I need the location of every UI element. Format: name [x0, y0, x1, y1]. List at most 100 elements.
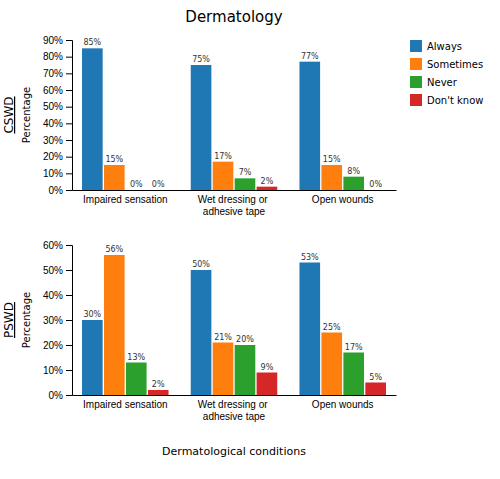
bar [191, 270, 212, 395]
chart: 85%75%77%15%17%15%0%7%8%0%2%0%0%10%20%30… [0, 0, 500, 479]
data-label: 53% [301, 253, 319, 262]
bar [213, 162, 234, 190]
bar [321, 165, 342, 190]
bar [213, 343, 234, 396]
bar [82, 320, 103, 395]
annotation: CSWD [2, 96, 16, 133]
data-label: 77% [301, 52, 319, 61]
tick: 20% [43, 340, 72, 351]
data-label: 0% [369, 180, 382, 189]
tick-mark [66, 123, 72, 124]
tick-mark [66, 270, 72, 271]
tick-label-line: Wet dressing or [198, 194, 271, 205]
x-axis: Impaired sensation Wet dressing or adhesi… [73, 190, 397, 217]
tick-label: 80% [43, 51, 63, 62]
title: Dermatology [185, 8, 282, 26]
tick: 40% [43, 118, 72, 129]
tick: 50% [43, 265, 72, 276]
axis-line [66, 41, 73, 191]
bar [235, 178, 256, 190]
plot: 30%50%53%56%21%25%13%20%17%2%9%5%0%10%20… [43, 240, 397, 422]
tick-mark [66, 190, 72, 191]
tick-label-line: adhesive tape [203, 206, 266, 217]
bar [299, 62, 320, 190]
legend-item: Always [410, 40, 462, 52]
legend-item: Never [410, 76, 458, 88]
tick: Open wounds [312, 395, 374, 410]
tick-label: 0% [49, 185, 64, 196]
tick-label: Open wounds [312, 399, 374, 410]
tick-mark [66, 107, 72, 108]
data-label: 17% [345, 343, 363, 352]
tick-label: Wet dressing or adhesive tape [198, 399, 271, 422]
legend-swatch [410, 40, 422, 52]
tick: Impaired sensation [83, 395, 168, 410]
tick-mark [66, 57, 72, 58]
bar [148, 390, 169, 395]
bar [365, 190, 386, 191]
tick-mark [66, 173, 72, 174]
bars [82, 255, 386, 395]
y-axis: 0%10%20%30%40%50%60% [43, 240, 73, 401]
data-label: 30% [83, 310, 101, 319]
tick: Impaired sensation [83, 190, 168, 205]
tick-mark [66, 395, 72, 396]
bar [104, 255, 125, 395]
bar [343, 177, 364, 190]
tick: 20% [43, 151, 72, 162]
tick: 70% [43, 68, 72, 79]
tick-mark [66, 245, 72, 246]
x-axis: Impaired sensation Wet dressing or adhesi… [73, 395, 397, 422]
bar [191, 65, 212, 190]
tick-mark [66, 140, 72, 141]
tick-label: 40% [43, 118, 63, 129]
tick-label-line: Open wounds [312, 194, 374, 205]
legend-swatch [410, 94, 422, 106]
tick-label: 0% [49, 390, 64, 401]
legend-label: Sometimes [427, 59, 483, 70]
tick-mark [66, 157, 72, 158]
tick-label-line: Impaired sensation [83, 194, 168, 205]
bar [299, 263, 320, 396]
tick: Open wounds [312, 190, 374, 205]
bar [235, 345, 256, 395]
data-label: 56% [105, 245, 123, 254]
bar [257, 187, 278, 190]
tick-label-line: Open wounds [312, 399, 374, 410]
tick-mark [66, 40, 72, 41]
tick-label: 50% [43, 265, 63, 276]
tick: Wet dressing or adhesive tape [198, 190, 271, 217]
data-label: 2% [261, 177, 274, 186]
data-label: 15% [105, 155, 123, 164]
tick-label: 30% [43, 315, 63, 326]
bar [365, 383, 386, 396]
bar [126, 190, 147, 191]
tick-mark [66, 90, 72, 91]
tick-label: 40% [43, 290, 63, 301]
data-labels: 30%50%53%56%21%25%13%20%17%2%9%5% [83, 245, 382, 389]
tick-label: 60% [43, 85, 63, 96]
data-label: 5% [369, 373, 382, 382]
legend-swatch [410, 58, 422, 70]
tick-mark [66, 73, 72, 74]
tick: 10% [43, 365, 72, 376]
tick-label: 10% [43, 365, 63, 376]
tick: 40% [43, 290, 72, 301]
axis-line [73, 190, 397, 191]
data-label: 0% [152, 180, 165, 189]
data-label: 2% [152, 380, 165, 389]
tick-label-line: adhesive tape [203, 411, 266, 422]
data-label: 25% [323, 323, 341, 332]
tick-label: 50% [43, 101, 63, 112]
legend-label: Never [427, 77, 458, 88]
y-axis: 0%10%20%30%40%50%60%70%80%90% [43, 35, 73, 196]
legend-item: Don't know [410, 94, 483, 106]
tick-label: 30% [43, 135, 63, 146]
bar [257, 373, 278, 396]
tick-label: 20% [43, 340, 63, 351]
data-label: 8% [347, 167, 360, 176]
tick-label: 70% [43, 68, 63, 79]
data-labels: 85%75%77%15%17%15%0%7%8%0%2%0% [83, 38, 382, 189]
x-axis-title: Dermatological conditions [162, 445, 306, 458]
data-label: 75% [192, 55, 210, 64]
